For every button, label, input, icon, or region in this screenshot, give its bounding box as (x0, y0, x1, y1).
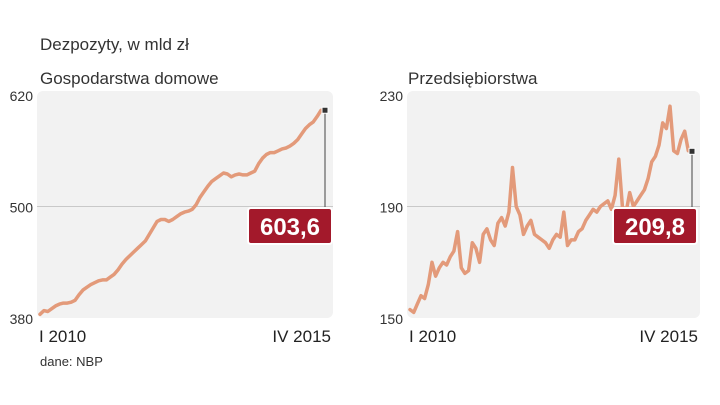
y-tick-label: 620 (10, 88, 34, 104)
y-tick-label: 230 (380, 88, 404, 104)
x-start-label: I 2010 (409, 327, 456, 346)
series-line (408, 104, 694, 315)
chart-households: Gospodarstwa domowe 380 500 620 603,6 I 20… (10, 69, 333, 346)
last-point-marker (321, 106, 329, 114)
y-tick-labels: 150 190 230 (380, 88, 404, 327)
last-value-badge (247, 207, 333, 245)
y-tick-label: 150 (380, 311, 404, 327)
series-line (38, 108, 327, 317)
plot-background (37, 91, 333, 318)
x-start-label: I 2010 (39, 327, 86, 346)
last-value-label: 209,8 (625, 214, 685, 241)
y-tick-label: 500 (10, 200, 34, 216)
panel-subtitle: Przedsiębiorstwa (408, 69, 538, 88)
plot-background (407, 91, 700, 318)
last-value-badge (612, 207, 698, 245)
y-tick-label: 380 (10, 311, 34, 327)
y-tick-labels: 380 500 620 (10, 88, 34, 327)
panel-subtitle: Gospodarstwa domowe (40, 69, 219, 88)
x-end-label: IV 2015 (639, 327, 698, 346)
last-point-marker (688, 147, 696, 155)
x-end-label: IV 2015 (272, 327, 331, 346)
chart-title: Dezpozyty, w mld zł (40, 35, 189, 54)
last-value-label: 603,6 (260, 214, 320, 241)
source-note: dane: NBP (40, 354, 103, 369)
y-tick-label: 190 (380, 200, 404, 216)
